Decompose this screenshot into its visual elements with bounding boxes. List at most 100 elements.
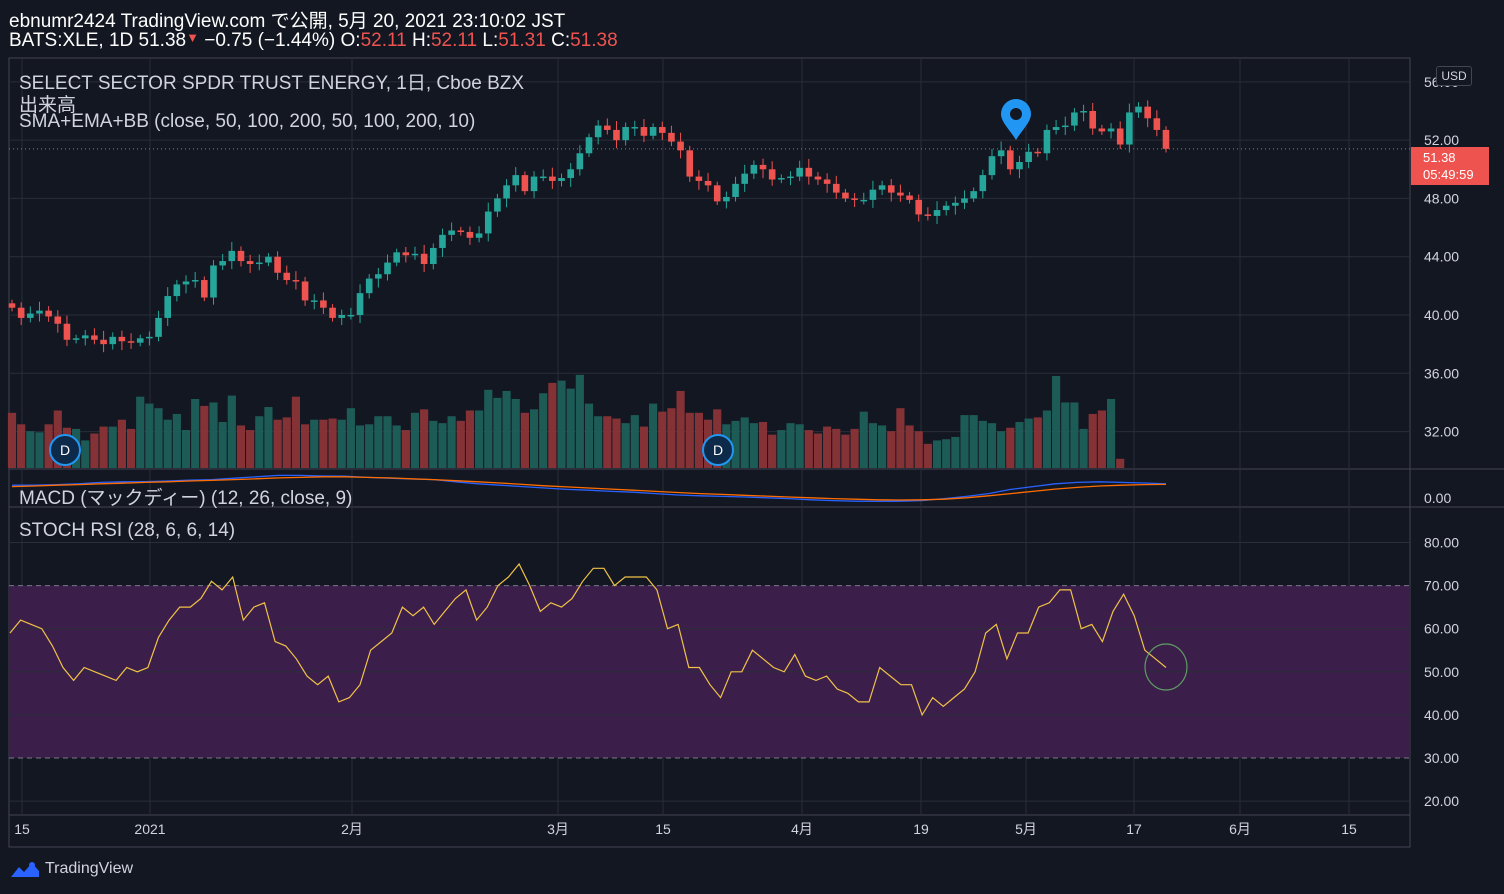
tradingview-logo[interactable]: TradingView — [10, 860, 133, 878]
volume-bar — [163, 419, 172, 468]
candle-body — [924, 214, 932, 216]
volume-bar — [81, 440, 90, 468]
currency-button[interactable]: USD — [1436, 66, 1472, 86]
candle-body — [201, 280, 208, 298]
stoch-legend[interactable]: STOCH RSI (28, 6, 6, 14) — [19, 520, 236, 541]
earnings-pin-icon — [1001, 99, 1031, 140]
volume-bar — [90, 433, 99, 468]
volume-bar — [117, 419, 126, 468]
candle-body — [732, 183, 739, 197]
dividend-marker — [49, 434, 81, 466]
candle-body — [1107, 128, 1115, 132]
candle-body — [878, 185, 886, 190]
candle-body — [1144, 106, 1151, 119]
candle-body — [283, 272, 291, 281]
close-label: C: — [551, 30, 571, 51]
volume-bar — [768, 434, 777, 468]
candle-body — [81, 335, 89, 339]
volume-bar — [136, 396, 145, 468]
candle-body — [136, 338, 144, 343]
candle-body — [17, 307, 25, 318]
candle-body — [750, 164, 758, 174]
volume-bar — [584, 403, 594, 468]
volume-bar — [804, 430, 813, 468]
time-tick-label: 15 — [14, 821, 30, 837]
candle-body — [851, 198, 858, 200]
volume-bar — [126, 428, 136, 468]
volume-bar — [694, 412, 703, 468]
candle-body — [329, 307, 336, 318]
volume-bar — [832, 428, 841, 468]
volume-bar — [1116, 458, 1125, 468]
volume-bar — [255, 416, 264, 468]
volume-bar — [676, 390, 685, 468]
volume-bar — [493, 397, 502, 468]
candle-body — [402, 252, 410, 256]
candle-body — [640, 127, 648, 136]
candle-body — [860, 199, 868, 202]
candle-body — [72, 338, 80, 340]
volume-bar — [1106, 399, 1116, 468]
volume-bar — [575, 374, 584, 468]
stoch-tick-label: 50.00 — [1424, 664, 1459, 680]
volume-bar — [438, 423, 447, 468]
time-tick-label: 17 — [1126, 821, 1142, 837]
open-value: 52.11 — [360, 30, 407, 51]
volume-bar — [264, 407, 273, 468]
candle-body — [155, 317, 162, 337]
volume-bar — [758, 422, 768, 468]
candle-body — [1080, 111, 1087, 113]
macd-tick-label: 0.00 — [1424, 490, 1451, 506]
candle-body — [832, 183, 840, 193]
volume-bar — [548, 382, 557, 468]
candle-body — [622, 127, 629, 141]
candle-body — [191, 280, 199, 282]
dividend-marker — [702, 434, 734, 466]
candle-body — [265, 256, 272, 263]
chart-title-legend[interactable]: SELECT SECTOR SPDR TRUST ENERGY, 1日, Cbo… — [19, 73, 525, 94]
candle-body — [45, 310, 52, 317]
candle-body — [668, 132, 675, 142]
candle-body — [484, 211, 492, 234]
volume-bar — [44, 424, 53, 468]
volume-bar — [420, 409, 429, 468]
candle-body — [1098, 128, 1106, 132]
low-value: 51.31 — [498, 30, 546, 51]
stoch-tick-label: 30.00 — [1424, 750, 1459, 766]
candle-body — [887, 185, 895, 193]
candle-body — [255, 262, 263, 265]
volume-bar — [813, 433, 823, 468]
volume-bar — [896, 408, 905, 468]
volume-bar — [566, 388, 575, 468]
ma-legend[interactable]: SMA+EMA+BB (close, 50, 100, 200, 50, 100… — [19, 111, 476, 132]
candle-body — [695, 176, 703, 181]
price-tick-label: 40.00 — [1424, 307, 1459, 323]
volume-bar — [172, 413, 181, 468]
volume-legend[interactable]: 出来高 — [19, 95, 77, 116]
candle-body — [457, 230, 465, 232]
brand-label: TradingView — [45, 860, 134, 877]
candle-body — [420, 253, 428, 264]
volume-bar — [529, 409, 539, 468]
volume-bar — [236, 425, 246, 468]
candle-body — [36, 310, 43, 314]
candle-body — [430, 247, 437, 264]
candle-body — [631, 127, 639, 129]
candle-body — [961, 198, 968, 203]
candle-body — [301, 281, 309, 301]
annotation-circle — [1144, 643, 1188, 691]
volume-bar — [465, 410, 475, 468]
candle-body — [182, 281, 190, 285]
volume-bar — [35, 432, 44, 468]
volume-bar — [850, 428, 859, 468]
volume-bar — [795, 424, 804, 468]
volume-bar — [282, 417, 291, 468]
high-value: 52.11 — [430, 30, 478, 51]
volume-bar — [145, 403, 154, 468]
macd-legend[interactable]: MACD (マックディー) (12, 26, close, 9) — [19, 488, 353, 509]
volume-bar — [401, 430, 410, 468]
bar-countdown: 05:49:59 — [1423, 167, 1474, 182]
volume-bar — [319, 419, 328, 468]
volume-bar — [291, 396, 300, 468]
